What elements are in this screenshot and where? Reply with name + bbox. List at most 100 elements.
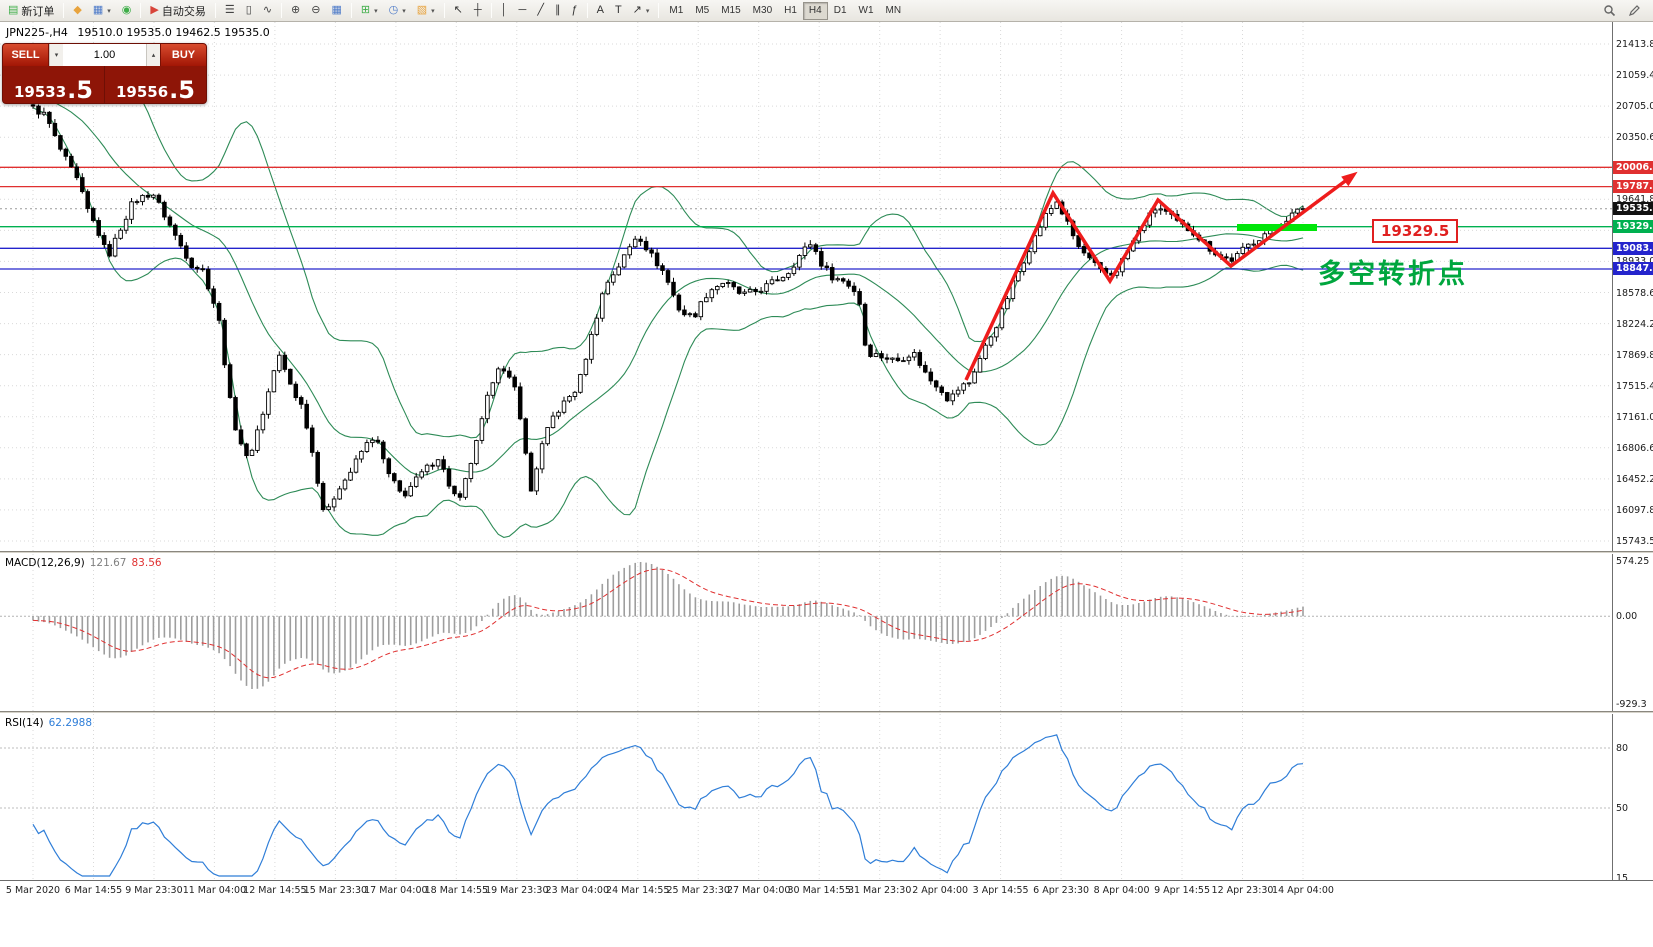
trendline-button[interactable]: ╱ [532, 1, 549, 20]
sell-button[interactable]: SELL [3, 44, 49, 66]
price-tag: 18847.3 [1613, 262, 1653, 276]
zoom-in-icon: ⊕ [291, 4, 301, 16]
time-axis-label: 18 Mar 14:55 [424, 885, 489, 896]
bar-chart-button[interactable]: ☰ [220, 1, 240, 20]
channel-icon: ∥ [554, 4, 561, 16]
price-tag: 19329.5 [1613, 220, 1653, 234]
vertical-line-button[interactable]: │ [496, 1, 513, 20]
periods-button[interactable]: ◷ ▾ [384, 1, 411, 20]
toolbar: ▤ 新订单 ◆ ▦ ▾ ◉ ▶ 自动交易 ☰ ▯ ∿ ⊕ [0, 0, 1653, 22]
autotrading-button[interactable]: ▶ 自动交易 [145, 1, 210, 20]
sell-price-button[interactable]: 19533.5 [3, 66, 105, 103]
price-axis-label: 16097.8 [1616, 504, 1653, 516]
macd-axis-label: -929.3 [1616, 699, 1647, 710]
zoom-out-button[interactable]: ⊖ [306, 1, 325, 20]
trendline-icon: ╱ [537, 4, 544, 16]
time-axis-label: 25 Mar 23:30 [666, 885, 730, 896]
timeframe-button-h4[interactable]: H4 [802, 1, 828, 20]
timeframe-button-m15[interactable]: M15 [715, 2, 746, 20]
buy-price-button[interactable]: 19556.5 [105, 66, 206, 104]
time-axis-label: 23 Mar 04:00 [545, 885, 609, 896]
timeframe-button-h1[interactable]: H1 [778, 2, 803, 20]
navigator-button[interactable]: ◉ [117, 1, 137, 20]
chevron-down-icon: ▾ [107, 7, 111, 15]
rsi-label: RSI(14) 62.2988 [5, 717, 97, 729]
horizontal-line-button[interactable]: ─ [514, 1, 532, 20]
timeframe-button-d1[interactable]: D1 [828, 2, 853, 20]
rsi-axis[interactable]: 80 50 15 [1612, 714, 1653, 884]
navigator-icon: ◉ [121, 4, 132, 16]
price-axis[interactable]: 21413.821059.420705.020350.619996.219641… [1612, 22, 1653, 551]
price-tag: 19787.4 [1613, 180, 1653, 194]
chart-ohlc-readout: JPN225-,H4 19510.0 19535.0 19462.5 19535… [6, 26, 276, 39]
tile-windows-button[interactable]: ▦ [326, 1, 346, 20]
time-axis-label: 12 Mar 14:55 [243, 885, 307, 896]
timeframe-button-m30[interactable]: M30 [747, 2, 778, 20]
time-axis-label: 17 Mar 04:00 [364, 885, 428, 896]
horizontal-line-icon: ─ [518, 4, 527, 16]
macd-chart[interactable] [0, 554, 1612, 711]
fibonacci-button[interactable]: ƒ [566, 1, 582, 20]
panel-separator[interactable] [0, 551, 1653, 554]
new-order-icon: ▤ [8, 4, 19, 16]
crosshair-button[interactable]: ┼ [469, 1, 487, 20]
text-icon: A [596, 4, 604, 16]
time-axis-label: 31 Mar 23:30 [847, 885, 912, 896]
fibonacci-icon: ƒ [571, 4, 578, 16]
macd-axis[interactable]: 574.25 0.00 -929.3 [1612, 554, 1653, 711]
toolbar-separator [658, 3, 660, 18]
buy-price-pips: .5 [169, 75, 195, 104]
price-axis-label: 17515.4 [1616, 380, 1653, 392]
price-axis-label: 16806.6 [1616, 442, 1653, 454]
timeframe-button-mn[interactable]: MN [880, 2, 908, 20]
volume-input[interactable] [63, 44, 146, 66]
text-label-button[interactable]: T [610, 1, 627, 20]
rsi-axis-label: 15 [1616, 873, 1629, 884]
volume-decrease-button[interactable]: ▾ [49, 44, 63, 66]
search-button[interactable] [1598, 1, 1621, 20]
tile-windows-icon: ▦ [331, 4, 342, 16]
channel-button[interactable]: ∥ [550, 1, 566, 20]
macd-main-value: 121.67 [89, 557, 127, 569]
rsi-chart[interactable] [0, 714, 1612, 880]
profiles-button[interactable]: ◆ [68, 1, 86, 20]
price-axis-label: 20350.6 [1616, 132, 1653, 144]
buy-price-value: 19556 [115, 82, 169, 101]
indicators-icon: ⊞ [360, 4, 371, 16]
volume-increase-button[interactable]: ▴ [146, 44, 160, 66]
timeframe-button-w1[interactable]: W1 [853, 2, 880, 20]
candlestick-chart-button[interactable]: ▯ [241, 1, 257, 20]
cursor-button[interactable]: ↖ [449, 1, 468, 20]
price-axis-label: 15743.5 [1616, 536, 1653, 547]
panel-separator[interactable] [0, 711, 1653, 714]
template-icon: ▧ [416, 4, 428, 16]
time-axis-label: 8 Apr 04:00 [1093, 885, 1150, 896]
price-chart[interactable] [0, 22, 1612, 551]
macd-name: MACD(12,26,9) [5, 557, 85, 569]
text-tool-button[interactable]: A [592, 1, 609, 20]
turning-point-annotation[interactable]: 多空转折点 [1318, 259, 1468, 290]
indicators-button[interactable]: ⊞ ▾ [356, 1, 383, 20]
edit-button[interactable] [1623, 1, 1646, 20]
zoom-in-button[interactable]: ⊕ [286, 1, 305, 20]
arrows-button[interactable]: ↗ ▾ [628, 1, 655, 20]
toolbar-separator [140, 3, 142, 18]
price-annotation-box[interactable]: 19329.5 [1372, 219, 1459, 243]
time-axis-label: 5 Mar 2020 [5, 885, 61, 896]
zoom-out-icon: ⊖ [311, 4, 321, 16]
time-axis-label: 12 Apr 23:30 [1211, 885, 1274, 896]
price-axis-label: 21413.8 [1616, 39, 1653, 50]
new-order-button[interactable]: ▤ 新订单 [3, 1, 59, 20]
timeframe-button-m1[interactable]: M1 [663, 2, 689, 20]
time-axis[interactable]: 5 Mar 2020 6 Mar 14:55 9 Mar 23:30 11 Mar 0… [0, 880, 1653, 900]
time-axis-label: 24 Mar 14:55 [606, 885, 670, 896]
new-chart-button[interactable]: ▦ ▾ [88, 1, 116, 20]
timeframe-button-m5[interactable]: M5 [689, 2, 715, 20]
buy-button[interactable]: BUY [160, 44, 206, 66]
arrow-tool-icon: ↗ [632, 4, 642, 16]
rsi-axis-label: 50 [1616, 803, 1629, 814]
templates-button[interactable]: ▧ ▾ [412, 1, 440, 20]
line-chart-button[interactable]: ∿ [258, 1, 277, 20]
autotrading-label: 自动交易 [161, 5, 206, 18]
vertical-line-icon: │ [500, 4, 508, 16]
